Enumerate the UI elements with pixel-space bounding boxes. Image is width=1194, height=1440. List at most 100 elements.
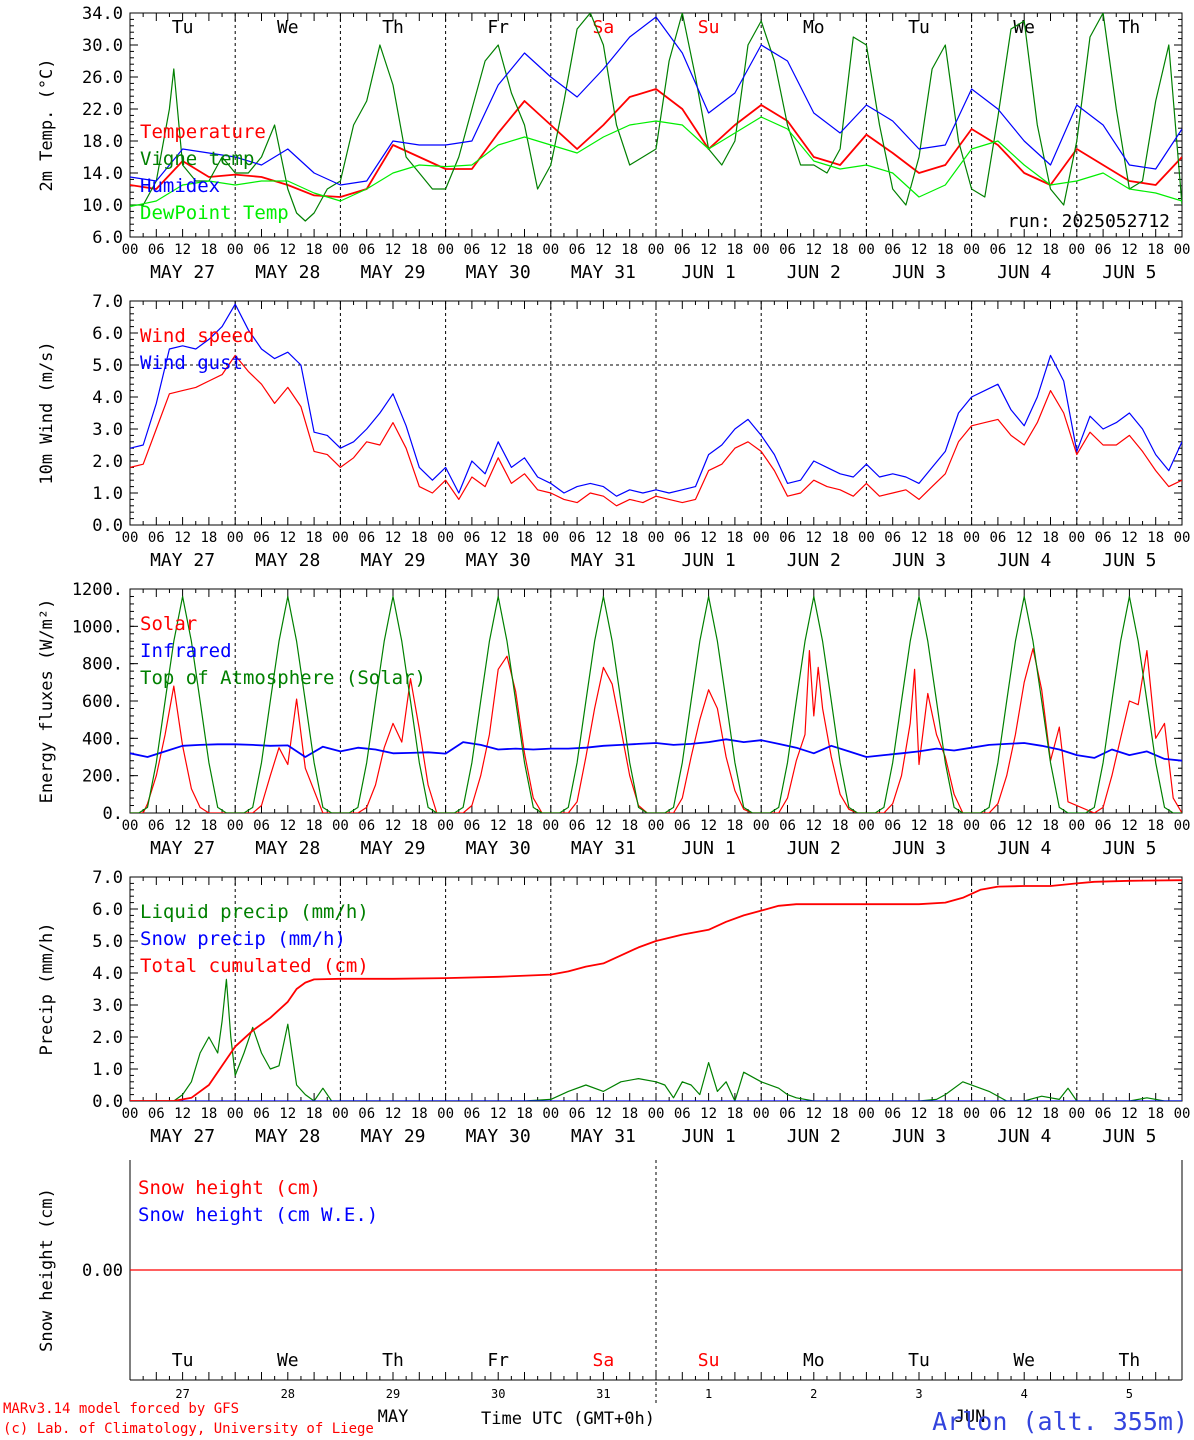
- x-date-label: JUN 5: [1102, 550, 1156, 571]
- day-number-label: 30: [491, 1387, 505, 1401]
- x-hour-label: 06: [989, 818, 1006, 834]
- x-date-label: MAY 31: [571, 1126, 636, 1147]
- x-hour-label: 06: [569, 530, 586, 546]
- plot-frame: [129, 300, 1183, 526]
- y-tick-label: 1200.: [72, 580, 123, 600]
- x-hour-label: 00: [753, 530, 770, 546]
- x-hour-label: 12: [1121, 818, 1138, 834]
- run-annotation: run: 2025052712: [1007, 211, 1170, 232]
- x-hour-label: 12: [1121, 242, 1138, 258]
- y-tick-label: 1.0: [92, 484, 123, 504]
- x-hour-label: 12: [595, 818, 612, 834]
- x-hour-label: 06: [148, 242, 165, 258]
- x-hour-label: 06: [463, 818, 480, 834]
- y-tick-label: 26.0: [82, 68, 123, 88]
- series-line-temperature: [130, 88, 1182, 198]
- station-label: Arlon (alt. 355m): [932, 1407, 1188, 1436]
- x-hour-label: 06: [674, 242, 691, 258]
- legend-entry: DewPoint Temp: [140, 202, 289, 224]
- x-date-label: JUN 4: [997, 838, 1051, 859]
- x-hour-label: 18: [621, 242, 638, 258]
- x-hour-label: 18: [1147, 1106, 1164, 1122]
- legend-entry: Liquid precip (mm/h): [140, 901, 369, 923]
- x-date-label: MAY 31: [571, 550, 636, 571]
- x-hour-label: 12: [911, 530, 928, 546]
- weekday-label: Fr: [487, 1350, 509, 1371]
- legend-entry: Snow height (cm W.E.): [138, 1204, 378, 1226]
- y-tick-label: 14.0: [82, 164, 123, 184]
- y-axis-label: Precip (mm/h): [37, 922, 57, 1055]
- y-tick-label: 3.0: [92, 996, 123, 1016]
- x-hour-label: 06: [989, 530, 1006, 546]
- x-hour-label: 00: [332, 818, 349, 834]
- lab-credit: (c) Lab. of Climatology, University of L…: [3, 1421, 374, 1437]
- y-tick-label: 0.0: [92, 516, 123, 536]
- x-hour-label: 00: [437, 818, 454, 834]
- x-hour-label: 18: [411, 1106, 428, 1122]
- x-hour-label: 00: [648, 530, 665, 546]
- weekday-label: Th: [1119, 1350, 1141, 1371]
- x-hour-label: 00: [858, 1106, 875, 1122]
- x-hour-label: 18: [516, 1106, 533, 1122]
- x-hour-label: 18: [200, 1106, 217, 1122]
- y-tick-label: 1.0: [92, 1060, 123, 1080]
- x-hour-label: 12: [385, 530, 402, 546]
- model-credit: MARv3.14 model forced by GFS: [3, 1401, 239, 1417]
- y-axis-label: Energy fluxes (W/m²): [37, 599, 57, 804]
- x-hour-label: 18: [726, 818, 743, 834]
- legend-entry: Total cumulated (cm): [140, 955, 369, 977]
- x-date-label: MAY 27: [150, 838, 215, 859]
- x-date-label: JUN 1: [682, 838, 736, 859]
- x-date-label: MAY 30: [466, 262, 531, 283]
- y-tick-label: 6.0: [92, 324, 123, 344]
- x-hour-label: 00: [963, 1106, 980, 1122]
- x-hour-label: 18: [306, 242, 323, 258]
- x-date-label: MAY 30: [466, 550, 531, 571]
- y-tick-label: 600.: [82, 692, 123, 712]
- x-hour-label: 06: [779, 818, 796, 834]
- x-hour-label: 18: [1042, 818, 1059, 834]
- x-hour-label: 18: [937, 530, 954, 546]
- y-tick-label: 6.0: [92, 900, 123, 920]
- weekday-label: Mo: [803, 1350, 825, 1371]
- x-date-label: JUN 4: [997, 1126, 1051, 1147]
- x-date-label: JUN 2: [787, 838, 841, 859]
- x-hour-label: 06: [463, 530, 480, 546]
- weekday-label: Fr: [487, 17, 509, 38]
- x-hour-label: 06: [884, 530, 901, 546]
- x-date-label: JUN 4: [997, 262, 1051, 283]
- month-may-label: MAY: [378, 1407, 409, 1427]
- y-tick-label: 22.0: [82, 100, 123, 120]
- x-hour-label: 06: [358, 1106, 375, 1122]
- y-axis-label: Snow height (cm): [37, 1188, 57, 1352]
- y-tick-label: 6.0: [92, 228, 123, 248]
- x-hour-label: 00: [122, 530, 139, 546]
- x-hour-label: 00: [227, 242, 244, 258]
- x-hour-label: 18: [1147, 242, 1164, 258]
- y-tick-label: 400.: [82, 729, 123, 749]
- x-hour-label: 18: [306, 1106, 323, 1122]
- weekday-label: Su: [698, 1350, 720, 1371]
- x-hour-label: 12: [1121, 530, 1138, 546]
- series-line-vigne-temp: [130, 13, 1182, 222]
- x-axis-title: Time UTC (GMT+0h): [481, 1409, 655, 1429]
- x-hour-label: 12: [700, 530, 717, 546]
- x-hour-label: 18: [516, 530, 533, 546]
- x-date-label: JUN 2: [787, 550, 841, 571]
- series-line-top-of-atmosphere-solar: [130, 595, 1182, 813]
- y-tick-label: 7.0: [92, 868, 123, 888]
- x-hour-label: 18: [200, 818, 217, 834]
- x-hour-label: 12: [490, 818, 507, 834]
- day-number-label: 2: [810, 1387, 817, 1401]
- x-hour-label: 18: [832, 1106, 849, 1122]
- y-axis-label: 2m Temp. (°C): [37, 58, 57, 191]
- series-layer: [130, 595, 1182, 813]
- x-hour-label: 12: [490, 530, 507, 546]
- x-hour-label: 06: [253, 818, 270, 834]
- panel-4: 0.0 1.0 2.0 3.0 4.0 5.0 6.0 7.0 Precip (mm/h) 00 0…: [37, 868, 1190, 1147]
- x-hour-label: 18: [1042, 242, 1059, 258]
- weekday-label: Th: [1119, 17, 1141, 38]
- x-hour-label: 18: [411, 530, 428, 546]
